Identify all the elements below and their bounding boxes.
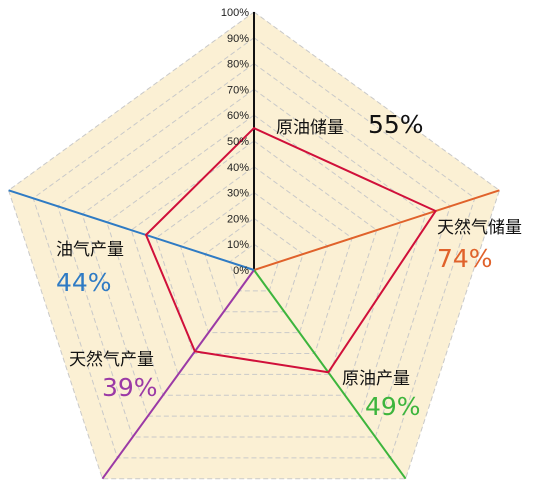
axis-label: 原油产量	[342, 369, 410, 389]
axis-spoke-4	[101, 269, 255, 480]
grid-ring	[8, 11, 500, 480]
axis-spokes	[8, 12, 500, 480]
tick-label: 100%	[221, 7, 249, 19]
grid-ring	[130, 140, 378, 375]
tick-label: 50%	[227, 136, 249, 148]
grid-ring	[179, 191, 329, 334]
tick-label: 90%	[227, 33, 249, 45]
tick-label: 0%	[233, 265, 249, 277]
grid-ring	[32, 37, 476, 459]
axis-label: 天然气产量	[69, 350, 154, 370]
axis-label: 油气产量	[56, 240, 124, 260]
radial-tick-labels: 0% 10% 20% 30% 40% 50% 60% 70% 80% 90% 100%	[221, 7, 249, 277]
grid-ring	[155, 166, 353, 354]
axis-spoke-2	[253, 189, 500, 271]
tick-label: 70%	[227, 84, 249, 96]
tick-label: 60%	[227, 110, 249, 122]
tick-label: 80%	[227, 59, 249, 71]
axis-value-label: 49%	[365, 392, 421, 421]
tick-label: 40%	[227, 162, 249, 174]
data-series-polygon	[144, 126, 438, 374]
grid-ring	[228, 243, 280, 292]
axis-value-label: 74%	[437, 244, 493, 273]
category-labels: 原油储量 55% 天然气储量 74% 原油产量 49% 天然气产量 39% 油气产量 44%	[56, 110, 522, 421]
tick-label: 20%	[227, 213, 249, 225]
grid-ring	[204, 217, 304, 313]
axis-value-label: 44%	[56, 268, 112, 297]
axis-label: 天然气储量	[437, 218, 522, 238]
tick-label: 10%	[227, 239, 249, 251]
axis-value-label: 39%	[102, 373, 158, 402]
tick-label: 30%	[227, 188, 249, 200]
grid-ring	[57, 62, 451, 438]
axis-spoke-3	[253, 269, 407, 480]
grid-rings	[8, 11, 500, 480]
axis-value-label: 55%	[368, 110, 424, 139]
axis-spoke-5	[8, 189, 255, 271]
axis-label: 原油储量	[276, 118, 344, 138]
